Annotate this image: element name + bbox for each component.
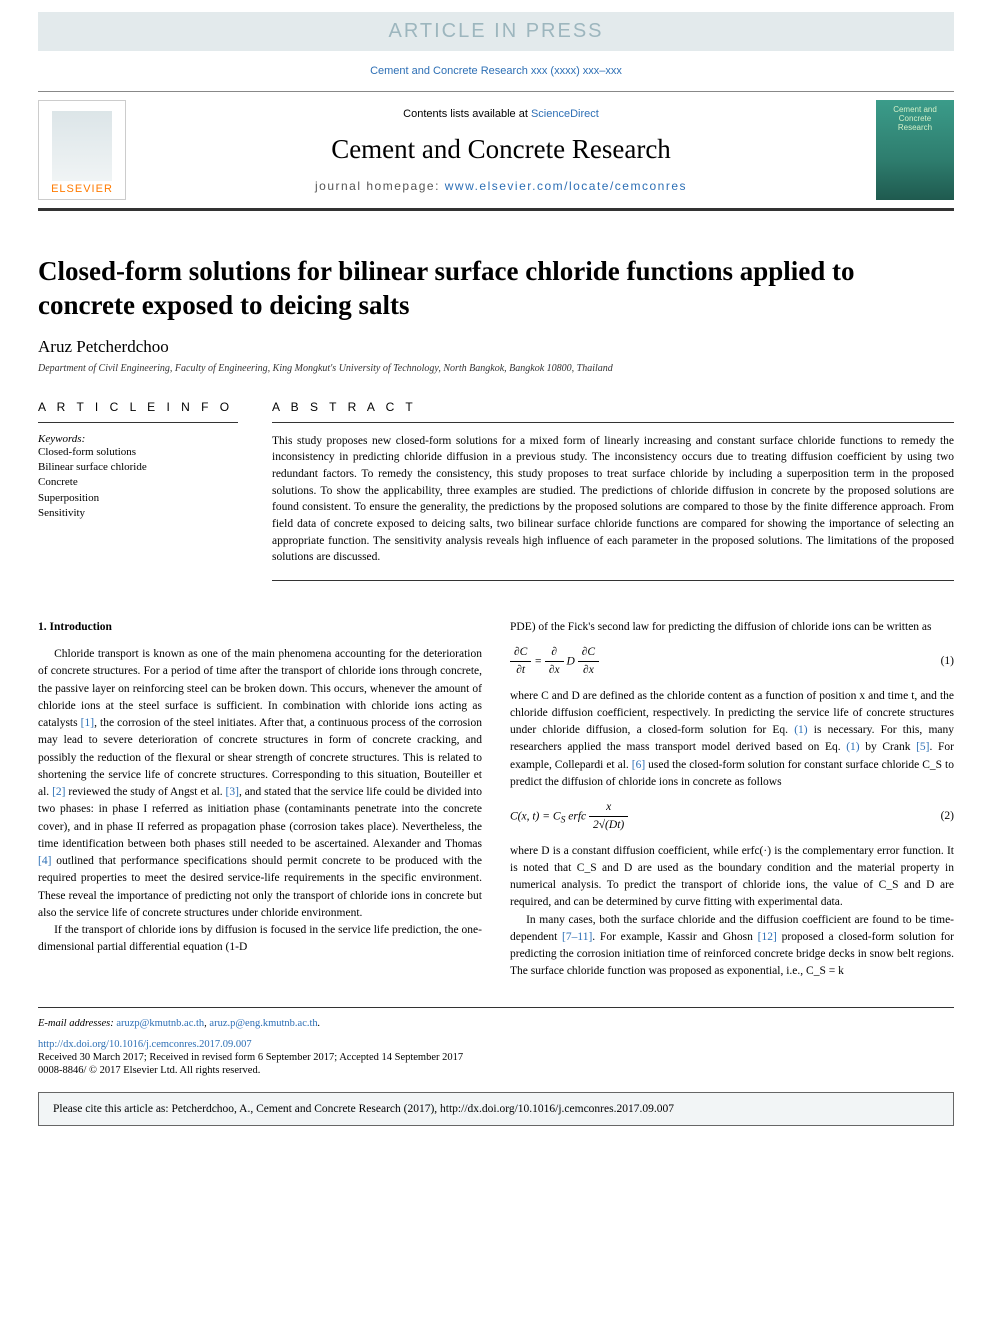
- affiliation: Department of Civil Engineering, Faculty…: [38, 363, 954, 374]
- in-press-banner: ARTICLE IN PRESS: [38, 12, 954, 51]
- cover-title: Cement and Concrete Research: [882, 106, 948, 132]
- info-abstract-row: A R T I C L E I N F O Keywords: Closed-f…: [38, 400, 954, 581]
- right-para-4: In many cases, both the surface chloride…: [510, 912, 954, 981]
- intro-para-2: If the transport of chloride ions by dif…: [38, 922, 482, 957]
- abstract-text: This study proposes new closed-form solu…: [272, 433, 954, 581]
- homepage-line: journal homepage: www.elsevier.com/locat…: [126, 179, 876, 193]
- abstract: A B S T R A C T This study proposes new …: [272, 400, 954, 581]
- ref-2[interactable]: [2]: [52, 786, 65, 798]
- article-info-heading: A R T I C L E I N F O: [38, 400, 238, 423]
- sciencedirect-link[interactable]: ScienceDirect: [531, 108, 599, 120]
- ref-eq1a[interactable]: (1): [794, 724, 807, 736]
- ref-eq1b[interactable]: (1): [846, 741, 859, 753]
- right-para-2: where C and D are defined as the chlorid…: [510, 688, 954, 792]
- right-para-1: PDE) of the Fick's second law for predic…: [510, 619, 954, 636]
- doi-line: http://dx.doi.org/10.1016/j.cemconres.20…: [38, 1039, 954, 1050]
- body-columns: 1. Introduction Chloride transport is kn…: [38, 619, 954, 981]
- equation-2: C(x, t) = CS erfc x2√(Dt) (2): [510, 799, 954, 835]
- keywords-label: Keywords:: [38, 433, 238, 445]
- body-left-col: 1. Introduction Chloride transport is kn…: [38, 619, 482, 981]
- ref-6[interactable]: [6]: [632, 759, 645, 771]
- elsevier-name: ELSEVIER: [51, 183, 113, 195]
- body-right-col: PDE) of the Fick's second law for predic…: [510, 619, 954, 981]
- journal-name: Cement and Concrete Research: [126, 134, 876, 165]
- article-info: A R T I C L E I N F O Keywords: Closed-f…: [38, 400, 238, 581]
- keyword-4: Sensitivity: [38, 506, 238, 521]
- contents-prefix: Contents lists available at: [403, 108, 531, 120]
- paper-title: Closed-form solutions for bilinear surfa…: [38, 255, 954, 323]
- keyword-3: Superposition: [38, 491, 238, 506]
- elsevier-tree-icon: [52, 111, 112, 181]
- top-citation: Cement and Concrete Research xxx (xxxx) …: [0, 65, 992, 77]
- ref-3[interactable]: [3]: [226, 786, 239, 798]
- ref-5[interactable]: [5]: [916, 741, 929, 753]
- keyword-1: Bilinear surface chloride: [38, 460, 238, 475]
- elsevier-logo: ELSEVIER: [38, 100, 126, 200]
- keyword-2: Concrete: [38, 475, 238, 490]
- journal-header: ELSEVIER Contents lists available at Sci…: [38, 91, 954, 211]
- email-2[interactable]: aruz.p@eng.kmutnb.ac.th: [209, 1018, 317, 1029]
- contents-available: Contents lists available at ScienceDirec…: [126, 108, 876, 120]
- keyword-0: Closed-form solutions: [38, 445, 238, 460]
- intro-para-1: Chloride transport is known as one of th…: [38, 646, 482, 922]
- eq2-math: C(x, t) = CS erfc x2√(Dt): [510, 799, 628, 835]
- in-press-text: ARTICLE IN PRESS: [388, 20, 603, 42]
- ref-4[interactable]: [4]: [38, 855, 51, 867]
- journal-cover-thumb: Cement and Concrete Research: [876, 100, 954, 200]
- eq1-math: ∂C∂t = ∂∂x D ∂C∂x: [510, 644, 599, 680]
- header-center: Contents lists available at ScienceDirec…: [126, 108, 876, 193]
- equation-1: ∂C∂t = ∂∂x D ∂C∂x (1): [510, 644, 954, 680]
- doi-link[interactable]: http://dx.doi.org/10.1016/j.cemconres.20…: [38, 1039, 252, 1050]
- right-para-3: where D is a constant diffusion coeffici…: [510, 843, 954, 912]
- homepage-link[interactable]: www.elsevier.com/locate/cemconres: [445, 179, 687, 193]
- email-1[interactable]: aruzp@kmutnb.ac.th: [116, 1018, 204, 1029]
- eq1-num: (1): [941, 653, 954, 670]
- ref-12[interactable]: [12]: [758, 931, 777, 943]
- intro-heading: 1. Introduction: [38, 619, 482, 636]
- email-line: E-mail addresses: aruzp@kmutnb.ac.th, ar…: [38, 1018, 954, 1029]
- author-line: Aruz Petcherdchoo: [38, 337, 954, 357]
- footer-separator: [38, 1007, 954, 1008]
- received-line: Received 30 March 2017; Received in revi…: [38, 1052, 954, 1063]
- homepage-prefix: journal homepage:: [315, 179, 445, 193]
- eq2-num: (2): [941, 808, 954, 825]
- cite-box: Please cite this article as: Petcherdcho…: [38, 1092, 954, 1126]
- abstract-heading: A B S T R A C T: [272, 400, 954, 423]
- ref-7-11[interactable]: [7–11]: [562, 931, 592, 943]
- copyright-line: 0008-8846/ © 2017 Elsevier Ltd. All righ…: [38, 1065, 954, 1076]
- ref-1[interactable]: [1]: [81, 717, 94, 729]
- email-label: E-mail addresses:: [38, 1018, 116, 1029]
